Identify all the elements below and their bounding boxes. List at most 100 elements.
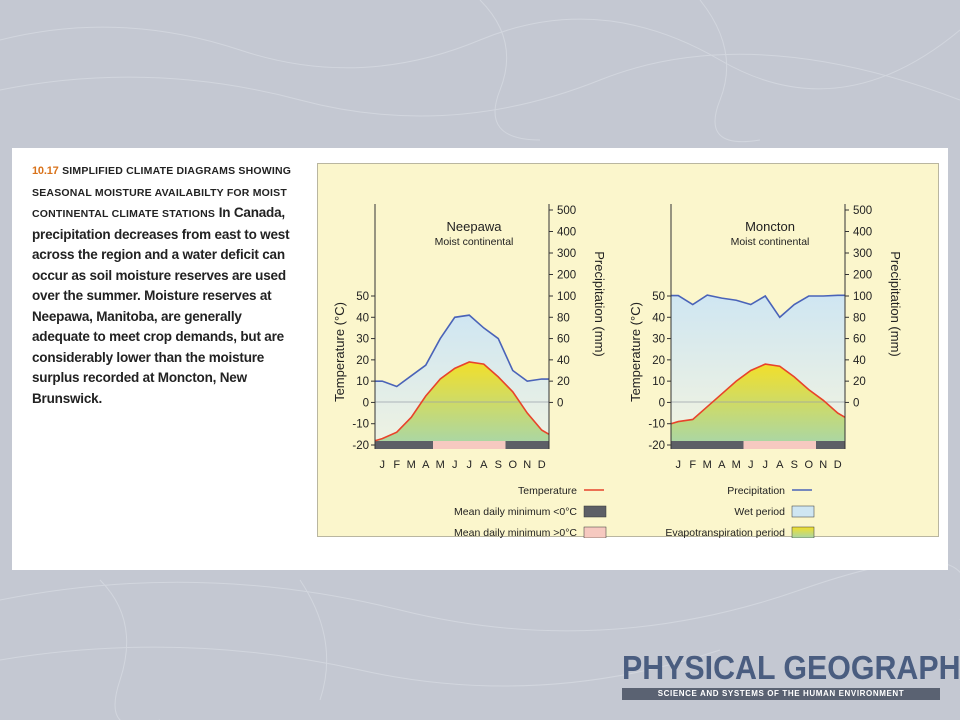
month-label: F: [689, 459, 696, 471]
mean-daily-minimum-cell: [375, 441, 390, 449]
month-label: S: [791, 459, 798, 471]
month-label: M: [436, 459, 445, 471]
mean-daily-minimum-cell: [700, 441, 715, 449]
left-tick-label: 10: [356, 376, 369, 388]
legend-evap-period-swatch: [791, 526, 815, 538]
left-tick-label: -10: [648, 419, 665, 431]
month-label: M: [732, 459, 741, 471]
month-label: A: [776, 459, 784, 471]
chart-subtitle: Moist continental: [731, 236, 810, 248]
caption-body-line: over the summer. Moisture reserves at: [32, 288, 272, 303]
right-tick-label: 40: [853, 355, 866, 367]
caption-body-line: Brunswick.: [32, 390, 103, 406]
temperature-line: [374, 361, 550, 442]
caption-body-line: In Canada,: [218, 205, 285, 220]
caption-body-line: Neepawa, Manitoba, are generally: [32, 308, 242, 324]
month-label: J: [452, 459, 458, 471]
book-logo: PHYSICAL GEOGRAPHY SCIENCE AND SYSTEMS O…: [622, 650, 960, 702]
right-tick-label: 300: [853, 248, 872, 260]
legend-min-below-swatch: [583, 505, 607, 518]
mean-daily-minimum-cell: [505, 441, 521, 449]
month-label: A: [422, 459, 430, 471]
climate-chart-neepawa: -20-100102030405002040608010020030040050…: [332, 204, 607, 471]
mean-daily-minimum-cell: [758, 441, 773, 449]
legend-wet-period-swatch: [791, 505, 815, 518]
right-tick-label: 100: [853, 291, 872, 303]
mean-daily-minimum-cell: [714, 441, 730, 449]
caption-body-line: precipitation decreases from east to wes…: [32, 226, 290, 242]
legend-min-above-swatch: [583, 526, 607, 538]
left-tick-label: 10: [652, 376, 665, 388]
left-tick-label: -10: [352, 419, 369, 431]
mean-daily-minimum-cell: [743, 441, 759, 449]
mean-daily-minimum-cell: [404, 441, 419, 449]
caption-body-line: across the region and a water deficit ca…: [32, 247, 285, 262]
left-tick-label: 20: [356, 355, 369, 367]
right-axis-label: Precipitation (mm): [888, 251, 903, 356]
right-tick-label: 400: [557, 227, 576, 239]
figure-title-line-2: SEASONAL MOISTURE AVAILABILTY FOR MOIST: [32, 186, 287, 199]
left-axis-label: Temperature (°C): [628, 302, 643, 402]
month-label: O: [508, 459, 517, 471]
month-label: M: [407, 459, 416, 471]
month-label: N: [819, 459, 827, 471]
month-label: S: [495, 459, 502, 471]
month-label: F: [393, 459, 400, 471]
chart-legend: Temperature Mean daily minimum <0°C Mean d…: [454, 485, 815, 538]
legend-min-below-label: Mean daily minimum <0°C: [454, 506, 577, 518]
caption-body-line: occur as soil moisture reserves are used: [32, 267, 286, 283]
month-label: N: [523, 459, 531, 471]
figure-title-line-3: CONTINENTAL CLIMATE STATIONS: [32, 208, 216, 220]
left-tick-label: 30: [652, 334, 665, 346]
mean-daily-minimum-cell: [389, 441, 405, 449]
right-tick-label: 500: [557, 205, 576, 217]
right-tick-label: 300: [557, 248, 576, 260]
legend-min-above-label: Mean daily minimum >0°C: [454, 527, 577, 538]
legend-precipitation-label: Precipitation: [727, 485, 785, 497]
left-tick-label: -20: [648, 440, 665, 452]
chart-title: Moncton: [745, 219, 795, 234]
mean-daily-minimum-cell: [801, 441, 817, 449]
month-label: O: [804, 459, 813, 471]
chart-subtitle: Moist continental: [435, 236, 514, 248]
left-tick-label: 40: [652, 312, 665, 324]
right-tick-label: 60: [853, 334, 866, 346]
month-label: A: [480, 459, 488, 471]
right-tick-label: 20: [557, 376, 570, 388]
left-tick-label: 0: [659, 397, 665, 409]
left-tick-label: 20: [652, 355, 665, 367]
figure-caption: 10.17 SIMPLIFIED CLIMATE DIAGRAMS SHOWIN…: [32, 160, 302, 409]
mean-daily-minimum-cell: [534, 441, 550, 449]
right-tick-label: 400: [853, 227, 872, 239]
left-tick-label: 30: [356, 334, 369, 346]
right-tick-label: 60: [557, 334, 570, 346]
chart-title: Neepawa: [447, 219, 503, 234]
month-label: D: [538, 459, 546, 471]
figure-number: 10.17: [32, 165, 59, 177]
mean-daily-minimum-cell: [491, 441, 506, 449]
climate-chart-moncton: -20-100102030405002040608010020030040050…: [628, 204, 903, 471]
mean-daily-minimum-cell: [476, 441, 492, 449]
precipitation-line: [671, 294, 845, 319]
figure-title-line-1: SIMPLIFIED CLIMATE DIAGRAMS SHOWING: [62, 165, 292, 177]
right-tick-label: 200: [557, 270, 576, 282]
left-tick-label: 0: [363, 397, 369, 409]
legend-temperature-label: Temperature: [518, 485, 577, 497]
mean-daily-minimum-cell: [520, 441, 535, 449]
right-tick-label: 200: [853, 270, 872, 282]
month-label: J: [763, 459, 769, 471]
month-label: J: [676, 459, 682, 471]
legend-wet-period-label: Wet period: [734, 506, 785, 518]
mean-daily-minimum-cell: [830, 441, 846, 449]
right-tick-label: 100: [557, 291, 576, 303]
logo-subtitle: SCIENCE AND SYSTEMS OF THE HUMAN ENVIRON…: [622, 688, 940, 700]
month-label: J: [380, 459, 386, 471]
temperature-line: [670, 363, 846, 425]
right-tick-label: 80: [853, 312, 866, 324]
month-label: J: [467, 459, 473, 471]
mean-daily-minimum-cell: [671, 441, 686, 449]
legend-evap-period-label: Evapotranspiration period: [665, 527, 785, 538]
month-label: J: [748, 459, 754, 471]
left-tick-label: 50: [356, 291, 369, 303]
wet-period-area: [671, 295, 845, 424]
